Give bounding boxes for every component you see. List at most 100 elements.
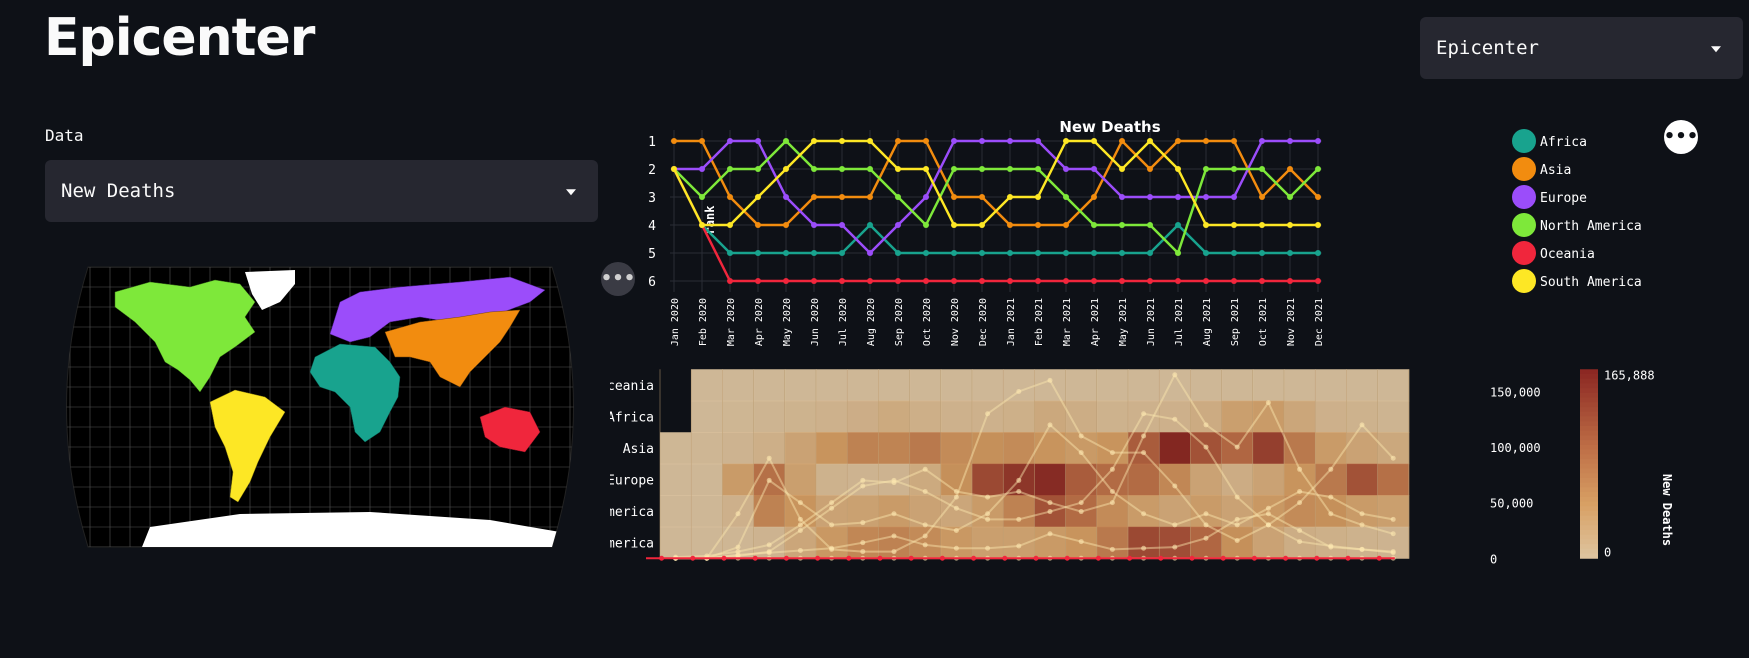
series-point[interactable]: [951, 194, 957, 200]
series-point[interactable]: [755, 166, 761, 172]
series-point[interactable]: [699, 222, 705, 228]
world-map[interactable]: [40, 262, 600, 552]
series-line[interactable]: [673, 139, 1319, 255]
series-point[interactable]: [1147, 194, 1153, 200]
series-point[interactable]: [727, 194, 733, 200]
series-point[interactable]: [783, 222, 789, 228]
series-point[interactable]: [1091, 250, 1097, 256]
epicenter-chart[interactable]: New Deaths rank 1 2 3 4 5 6 Jan 2020 Feb 2020 M…: [610, 110, 1710, 580]
series-point[interactable]: [951, 278, 957, 284]
series-point[interactable]: [783, 138, 789, 144]
series-point[interactable]: [1063, 166, 1069, 172]
series-point[interactable]: [727, 278, 733, 284]
series-point[interactable]: [811, 166, 817, 172]
series-line[interactable]: [672, 168, 1318, 255]
series-point[interactable]: [979, 166, 985, 172]
series-point[interactable]: [699, 138, 705, 144]
series-point[interactable]: [755, 138, 761, 144]
series-point[interactable]: [867, 278, 873, 284]
series-point[interactable]: [1259, 278, 1265, 284]
series-point[interactable]: [1203, 250, 1209, 256]
series-line[interactable]: [672, 139, 1318, 227]
series-point[interactable]: [1175, 138, 1181, 144]
series-point[interactable]: [1287, 278, 1293, 284]
series-point[interactable]: [1147, 138, 1153, 144]
series-point[interactable]: [867, 222, 873, 228]
series-point[interactable]: [839, 278, 845, 284]
series-point[interactable]: [1203, 166, 1209, 172]
series-point[interactable]: [699, 194, 705, 200]
series-point[interactable]: [867, 194, 873, 200]
series-point[interactable]: [755, 250, 761, 256]
series-line[interactable]: [674, 139, 1318, 255]
series-point[interactable]: [1287, 194, 1293, 200]
series-point[interactable]: [1007, 166, 1013, 172]
series-point[interactable]: [895, 194, 901, 200]
series-point[interactable]: [979, 138, 985, 144]
chart-more-options-button[interactable]: •••: [1664, 120, 1698, 154]
series-point[interactable]: [951, 250, 957, 256]
legend-swatch[interactable]: [1512, 213, 1536, 237]
legend-label[interactable]: Asia: [1540, 163, 1571, 178]
series-point[interactable]: [1119, 194, 1125, 200]
series-point[interactable]: [1203, 194, 1209, 200]
series-point[interactable]: [923, 250, 929, 256]
series-point[interactable]: [671, 138, 677, 144]
series-point[interactable]: [811, 222, 817, 228]
series-point[interactable]: [1091, 138, 1097, 144]
legend-label[interactable]: Africa: [1540, 135, 1587, 150]
series-point[interactable]: [1035, 166, 1041, 172]
legend-swatch[interactable]: [1512, 157, 1536, 181]
series-point[interactable]: [1287, 250, 1293, 256]
series-point[interactable]: [895, 138, 901, 144]
series-point[interactable]: [1287, 222, 1293, 228]
series-point[interactable]: [979, 250, 985, 256]
series-point[interactable]: [1147, 278, 1153, 284]
series-point[interactable]: [1007, 194, 1013, 200]
series-point[interactable]: [1035, 278, 1041, 284]
series-point[interactable]: [923, 278, 929, 284]
series-point[interactable]: [1315, 222, 1321, 228]
series-point[interactable]: [1007, 250, 1013, 256]
series-point[interactable]: [1035, 194, 1041, 200]
series-point[interactable]: [1007, 222, 1013, 228]
series-point[interactable]: [895, 278, 901, 284]
series-point[interactable]: [923, 166, 929, 172]
series-point[interactable]: [1203, 278, 1209, 284]
series-point[interactable]: [1259, 138, 1265, 144]
series-point[interactable]: [1259, 166, 1265, 172]
series-point[interactable]: [1231, 138, 1237, 144]
series-point[interactable]: [1035, 222, 1041, 228]
series-point[interactable]: [839, 250, 845, 256]
series-point[interactable]: [811, 194, 817, 200]
series-point[interactable]: [671, 166, 677, 172]
series-point[interactable]: [1175, 222, 1181, 228]
series-point[interactable]: [1259, 222, 1265, 228]
series-point[interactable]: [1119, 138, 1125, 144]
series-point[interactable]: [1119, 250, 1125, 256]
series-point[interactable]: [951, 166, 957, 172]
series-point[interactable]: [1063, 278, 1069, 284]
series-point[interactable]: [1147, 166, 1153, 172]
series-point[interactable]: [1063, 222, 1069, 228]
series-point[interactable]: [951, 138, 957, 144]
series-point[interactable]: [1147, 222, 1153, 228]
series-point[interactable]: [839, 222, 845, 228]
legend-swatch[interactable]: [1512, 241, 1536, 265]
data-select[interactable]: New Deaths: [45, 160, 598, 222]
series-point[interactable]: [1175, 166, 1181, 172]
series-point[interactable]: [839, 166, 845, 172]
series-point[interactable]: [895, 166, 901, 172]
series-point[interactable]: [979, 278, 985, 284]
series-point[interactable]: [1119, 222, 1125, 228]
series-point[interactable]: [895, 250, 901, 256]
series-point[interactable]: [1091, 194, 1097, 200]
series-point[interactable]: [1259, 250, 1265, 256]
series-point[interactable]: [783, 194, 789, 200]
series-point[interactable]: [811, 278, 817, 284]
series-point[interactable]: [1091, 278, 1097, 284]
series-point[interactable]: [755, 278, 761, 284]
legend-label[interactable]: South America: [1540, 275, 1642, 290]
series-point[interactable]: [839, 194, 845, 200]
legend-swatch[interactable]: [1512, 129, 1536, 153]
